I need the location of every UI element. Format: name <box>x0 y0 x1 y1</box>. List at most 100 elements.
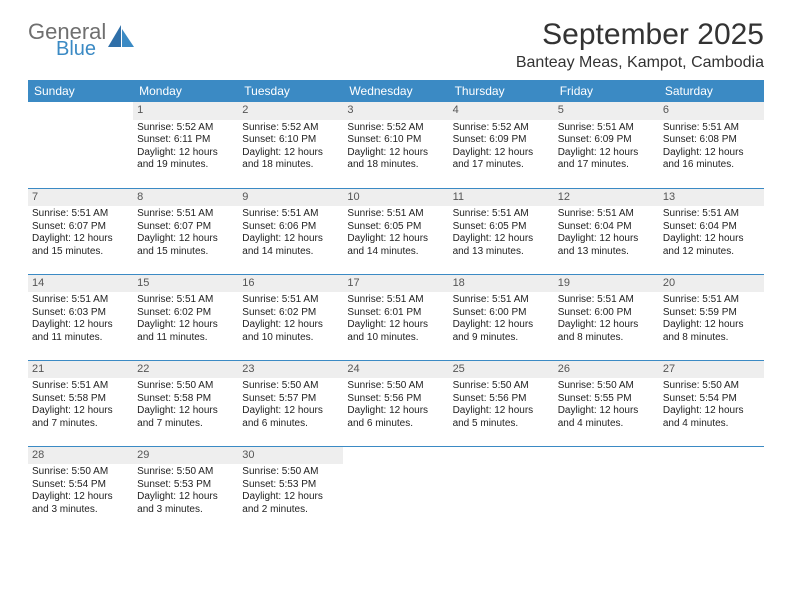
day-number: 27 <box>659 361 764 379</box>
day-info: Sunrise: 5:51 AMSunset: 6:05 PMDaylight:… <box>453 208 550 258</box>
day-number: 10 <box>343 189 448 207</box>
calendar-day-cell: 9Sunrise: 5:51 AMSunset: 6:06 PMDaylight… <box>238 188 343 274</box>
calendar-header-row: SundayMondayTuesdayWednesdayThursdayFrid… <box>28 80 764 102</box>
calendar-day-cell: 8Sunrise: 5:51 AMSunset: 6:07 PMDaylight… <box>133 188 238 274</box>
calendar-day-cell: 1Sunrise: 5:52 AMSunset: 6:11 PMDaylight… <box>133 102 238 188</box>
day-number: 4 <box>449 102 554 120</box>
day-number: 26 <box>554 361 659 379</box>
calendar-day-cell: . <box>28 102 133 188</box>
day-info: Sunrise: 5:52 AMSunset: 6:11 PMDaylight:… <box>137 122 234 172</box>
day-info: Sunrise: 5:51 AMSunset: 6:09 PMDaylight:… <box>558 122 655 172</box>
day-info: Sunrise: 5:51 AMSunset: 6:04 PMDaylight:… <box>558 208 655 258</box>
calendar-day-cell: 11Sunrise: 5:51 AMSunset: 6:05 PMDayligh… <box>449 188 554 274</box>
day-number: 11 <box>449 189 554 207</box>
calendar-day-cell <box>449 446 554 532</box>
day-number: 29 <box>133 447 238 465</box>
day-number: 22 <box>133 361 238 379</box>
calendar-day-cell: 17Sunrise: 5:51 AMSunset: 6:01 PMDayligh… <box>343 274 448 360</box>
day-info: Sunrise: 5:51 AMSunset: 6:07 PMDaylight:… <box>32 208 129 258</box>
calendar-day-cell: 12Sunrise: 5:51 AMSunset: 6:04 PMDayligh… <box>554 188 659 274</box>
day-number: 24 <box>343 361 448 379</box>
day-info: Sunrise: 5:51 AMSunset: 6:01 PMDaylight:… <box>347 294 444 344</box>
day-info: Sunrise: 5:50 AMSunset: 5:54 PMDaylight:… <box>663 380 760 430</box>
day-number: 8 <box>133 189 238 207</box>
calendar-day-cell: 29Sunrise: 5:50 AMSunset: 5:53 PMDayligh… <box>133 446 238 532</box>
day-info: Sunrise: 5:50 AMSunset: 5:54 PMDaylight:… <box>32 466 129 516</box>
day-info: Sunrise: 5:50 AMSunset: 5:53 PMDaylight:… <box>137 466 234 516</box>
day-info: Sunrise: 5:50 AMSunset: 5:57 PMDaylight:… <box>242 380 339 430</box>
day-number: 30 <box>238 447 343 465</box>
calendar-day-cell: 28Sunrise: 5:50 AMSunset: 5:54 PMDayligh… <box>28 446 133 532</box>
day-info: Sunrise: 5:51 AMSunset: 6:00 PMDaylight:… <box>453 294 550 344</box>
calendar-day-cell: 21Sunrise: 5:51 AMSunset: 5:58 PMDayligh… <box>28 360 133 446</box>
calendar-day-cell: 26Sunrise: 5:50 AMSunset: 5:55 PMDayligh… <box>554 360 659 446</box>
calendar-day-cell: 14Sunrise: 5:51 AMSunset: 6:03 PMDayligh… <box>28 274 133 360</box>
day-info: Sunrise: 5:50 AMSunset: 5:58 PMDaylight:… <box>137 380 234 430</box>
day-info: Sunrise: 5:52 AMSunset: 6:09 PMDaylight:… <box>453 122 550 172</box>
weekday-header: Tuesday <box>238 80 343 102</box>
calendar-day-cell: 16Sunrise: 5:51 AMSunset: 6:02 PMDayligh… <box>238 274 343 360</box>
weekday-header: Sunday <box>28 80 133 102</box>
calendar-day-cell: 3 Sunrise: 5:52 AMSunset: 6:10 PMDaylight… <box>343 102 448 188</box>
day-info: Sunrise: 5:51 AMSunset: 6:03 PMDaylight:… <box>32 294 129 344</box>
calendar-day-cell: 22Sunrise: 5:50 AMSunset: 5:58 PMDayligh… <box>133 360 238 446</box>
day-number: 20 <box>659 275 764 293</box>
calendar-day-cell: 2 Sunrise: 5:52 AMSunset: 6:10 PMDaylight… <box>238 102 343 188</box>
calendar-day-cell: 27Sunrise: 5:50 AMSunset: 5:54 PMDayligh… <box>659 360 764 446</box>
brand-logo: General Blue <box>28 18 134 59</box>
calendar-table: SundayMondayTuesdayWednesdayThursdayFrid… <box>28 80 764 532</box>
month-title: September 2025 <box>516 18 764 52</box>
calendar-week-row: 21Sunrise: 5:51 AMSunset: 5:58 PMDayligh… <box>28 360 764 446</box>
day-number: 16 <box>238 275 343 293</box>
weekday-header: Wednesday <box>343 80 448 102</box>
day-number: 9 <box>238 189 343 207</box>
day-info: Sunrise: 5:51 AMSunset: 5:58 PMDaylight:… <box>32 380 129 430</box>
day-number: 2 <box>238 102 343 120</box>
calendar-day-cell: 6 Sunrise: 5:51 AMSunset: 6:08 PMDaylight… <box>659 102 764 188</box>
calendar-day-cell: 10Sunrise: 5:51 AMSunset: 6:05 PMDayligh… <box>343 188 448 274</box>
day-number: 19 <box>554 275 659 293</box>
calendar-day-cell: 4 Sunrise: 5:52 AMSunset: 6:09 PMDaylight… <box>449 102 554 188</box>
calendar-day-cell: 25Sunrise: 5:50 AMSunset: 5:56 PMDayligh… <box>449 360 554 446</box>
day-number: 25 <box>449 361 554 379</box>
day-number: 6 <box>659 102 764 120</box>
day-number: 18 <box>449 275 554 293</box>
day-info: Sunrise: 5:50 AMSunset: 5:56 PMDaylight:… <box>347 380 444 430</box>
day-info: Sunrise: 5:50 AMSunset: 5:55 PMDaylight:… <box>558 380 655 430</box>
day-info: Sunrise: 5:51 AMSunset: 5:59 PMDaylight:… <box>663 294 760 344</box>
day-info: Sunrise: 5:50 AMSunset: 5:56 PMDaylight:… <box>453 380 550 430</box>
calendar-day-cell <box>554 446 659 532</box>
weekday-header: Monday <box>133 80 238 102</box>
day-info: Sunrise: 5:51 AMSunset: 6:00 PMDaylight:… <box>558 294 655 344</box>
day-info: Sunrise: 5:51 AMSunset: 6:05 PMDaylight:… <box>347 208 444 258</box>
calendar-day-cell: 7Sunrise: 5:51 AMSunset: 6:07 PMDaylight… <box>28 188 133 274</box>
day-info: Sunrise: 5:51 AMSunset: 6:08 PMDaylight:… <box>663 122 760 172</box>
day-number: 23 <box>238 361 343 379</box>
day-info: Sunrise: 5:50 AMSunset: 5:53 PMDaylight:… <box>242 466 339 516</box>
calendar-week-row: 14Sunrise: 5:51 AMSunset: 6:03 PMDayligh… <box>28 274 764 360</box>
day-number: 5 <box>554 102 659 120</box>
calendar-day-cell: 15Sunrise: 5:51 AMSunset: 6:02 PMDayligh… <box>133 274 238 360</box>
day-info: Sunrise: 5:52 AMSunset: 6:10 PMDaylight:… <box>347 122 444 172</box>
title-block: September 2025 Banteay Meas, Kampot, Cam… <box>516 18 764 72</box>
day-number: 21 <box>28 361 133 379</box>
day-info: Sunrise: 5:51 AMSunset: 6:02 PMDaylight:… <box>242 294 339 344</box>
day-info: Sunrise: 5:51 AMSunset: 6:02 PMDaylight:… <box>137 294 234 344</box>
header: General Blue September 2025 Banteay Meas… <box>28 18 764 72</box>
calendar-day-cell: 23Sunrise: 5:50 AMSunset: 5:57 PMDayligh… <box>238 360 343 446</box>
day-number: 14 <box>28 275 133 293</box>
brand-text: General Blue <box>28 22 106 59</box>
weekday-header: Friday <box>554 80 659 102</box>
sail-icon <box>108 25 134 52</box>
calendar-day-cell: 19Sunrise: 5:51 AMSunset: 6:00 PMDayligh… <box>554 274 659 360</box>
day-info: Sunrise: 5:51 AMSunset: 6:04 PMDaylight:… <box>663 208 760 258</box>
day-number: 3 <box>343 102 448 120</box>
day-info: Sunrise: 5:52 AMSunset: 6:10 PMDaylight:… <box>242 122 339 172</box>
calendar-week-row: .1Sunrise: 5:52 AMSunset: 6:11 PMDayligh… <box>28 102 764 188</box>
calendar-day-cell: 13Sunrise: 5:51 AMSunset: 6:04 PMDayligh… <box>659 188 764 274</box>
calendar-day-cell: 5 Sunrise: 5:51 AMSunset: 6:09 PMDaylight… <box>554 102 659 188</box>
weekday-header: Saturday <box>659 80 764 102</box>
calendar-day-cell: 20Sunrise: 5:51 AMSunset: 5:59 PMDayligh… <box>659 274 764 360</box>
calendar-week-row: 28Sunrise: 5:50 AMSunset: 5:54 PMDayligh… <box>28 446 764 532</box>
weekday-header: Thursday <box>449 80 554 102</box>
